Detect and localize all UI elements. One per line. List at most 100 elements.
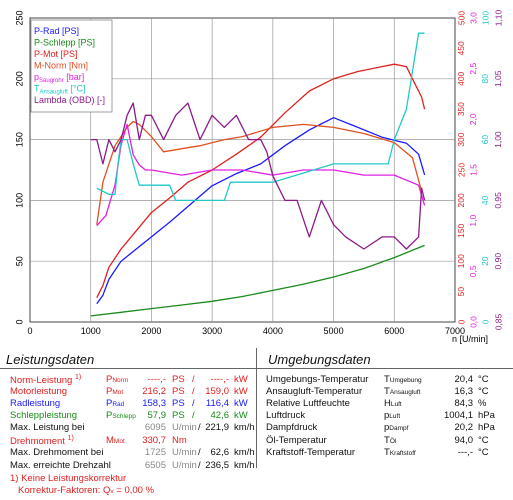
x-tick-label: 0 xyxy=(27,326,32,336)
motorleistung-value-ps: 216,2 xyxy=(142,386,166,397)
plot-frame xyxy=(29,17,456,323)
umgebung-symbol: pDampf xyxy=(384,422,409,433)
x-tick-label: 2000 xyxy=(141,326,161,336)
umgebung-value: ---,- xyxy=(457,447,473,458)
max-drehzahl-slash: / xyxy=(198,460,201,471)
legend-entry: P-Mot [PS] xyxy=(34,49,78,59)
drehmoment-unit: Nm xyxy=(172,435,187,446)
legend-entry: P-Schlepp [PS] xyxy=(34,38,95,48)
umgebung-label: Dampfdruck xyxy=(266,422,318,433)
schleppleistung-label: Schleppleistung xyxy=(10,410,78,421)
max-leistung-speed-unit: km/h xyxy=(234,422,255,433)
umgebung-unit: % xyxy=(478,398,487,409)
norm_leistung-symbol: PNorm xyxy=(106,374,129,385)
footnote-no-correction: 1) Keine Leistungskorrektur xyxy=(10,473,127,484)
right-tick-label: 100 xyxy=(456,254,466,268)
umgebung-symbol: TAnsaugluft xyxy=(384,386,421,397)
umgebung-symbol: HLuft xyxy=(384,398,402,409)
motorleistung-slash: / xyxy=(192,386,195,397)
radleistung-label: Radleistung xyxy=(10,398,61,409)
right-tick-label: 1,0 xyxy=(468,214,478,226)
umgebung-unit: hPa xyxy=(478,410,495,421)
umgebung-unit: °C xyxy=(478,386,489,397)
right-tick-label: 0,95 xyxy=(493,192,503,209)
schleppleistung-value-kw: 42,6 xyxy=(210,410,230,421)
umgebung-value: 20,2 xyxy=(454,422,474,433)
right-tick-label: 1,10 xyxy=(493,9,503,26)
left-tick-label: 250 xyxy=(14,10,24,25)
right-tick-label: 20 xyxy=(480,256,490,266)
legend-box xyxy=(30,19,113,113)
umgebung-symbol: TÖl xyxy=(384,435,397,446)
drehmoment-label: Drehmoment 1) xyxy=(10,435,74,448)
right-tick-label: 3,0 xyxy=(468,12,478,24)
right-axes-ticks: 0501001502002503003504004505000,00,51,01… xyxy=(456,9,503,330)
left-axis-ticks: 0 50 100 150 200 250 xyxy=(14,10,24,324)
umgebungsdaten-title: Umgebungsdaten xyxy=(268,352,371,367)
norm_leistung-unit-ps: PS xyxy=(172,374,185,385)
umgebung-symbol: TUmgebung xyxy=(384,374,422,385)
series-line xyxy=(90,102,426,250)
left-tick-label: 150 xyxy=(14,132,24,147)
max-leistung-rpm-unit: U/min xyxy=(172,422,197,433)
right-tick-label: 1,05 xyxy=(493,70,503,87)
umgebung-value: 1004,1 xyxy=(443,410,473,421)
right-tick-label: 150 xyxy=(456,223,466,237)
norm_leistung-value-kw: ----,- xyxy=(210,374,229,385)
max-drehzahl-rpm: 6505 xyxy=(144,460,166,471)
series-line xyxy=(90,244,425,317)
max-drehzahl-label: Max. erreichte Drehzahl xyxy=(10,460,111,471)
norm_leistung-slash: / xyxy=(192,374,195,385)
right-tick-label: 1,00 xyxy=(493,131,503,148)
umgebung-symbol: TKraftstoff xyxy=(384,447,416,458)
right-tick-label: 40 xyxy=(480,195,490,205)
series-line xyxy=(96,117,426,305)
drehmoment-value: 330,7 xyxy=(142,435,166,446)
right-tick-label: 0 xyxy=(480,319,490,324)
umgebung-unit: °C xyxy=(478,435,489,446)
norm_leistung-unit-kw: kW xyxy=(234,374,248,385)
schleppleistung-unit-kw: kW xyxy=(234,410,248,421)
max-drehmoment-speed: 62,6 xyxy=(210,447,230,458)
right-tick-label: 80 xyxy=(480,74,490,84)
motorleistung-unit-ps: PS xyxy=(172,386,185,397)
max-drehmoment-label: Max. Drehmoment bei xyxy=(10,447,104,458)
right-tick-label: 350 xyxy=(456,102,466,116)
max-drehzahl-speed: 236,5 xyxy=(205,460,229,471)
right-tick-label: 1,5 xyxy=(468,164,478,176)
left-tick-label: 100 xyxy=(14,193,24,208)
max-leistung-slash: / xyxy=(198,422,201,433)
max-leistung-label: Max. Leistung bei xyxy=(10,422,85,433)
umgebung-label: Ansaugluft-Temperatur xyxy=(266,386,363,397)
right-tick-label: 0,0 xyxy=(468,316,478,328)
max-drehzahl-rpm-unit: U/min xyxy=(172,460,197,471)
left-tick-label: 200 xyxy=(14,71,24,86)
legend-entry: M-Norm [Nm] xyxy=(34,61,88,71)
radleistung-value-ps: 158,3 xyxy=(142,398,166,409)
x-tick-label: 3000 xyxy=(202,326,222,336)
max-drehmoment-slash: / xyxy=(198,447,201,458)
right-tick-label: 200 xyxy=(456,193,466,207)
motorleistung-value-kw: 159,0 xyxy=(205,386,229,397)
x-tick-label: 7000 xyxy=(445,326,465,336)
umgebung-label: Kraftstoff-Temperatur xyxy=(266,447,356,458)
motorleistung-symbol: PMot xyxy=(106,386,124,397)
right-tick-label: 500 xyxy=(456,11,466,25)
right-tick-label: 450 xyxy=(456,41,466,55)
motorleistung-label: Motorleistung xyxy=(10,386,68,397)
right-tick-label: 0,90 xyxy=(493,253,503,270)
norm_leistung-value-ps: ----,- xyxy=(147,374,166,385)
left-tick-label: 50 xyxy=(14,256,24,266)
right-tick-label: 300 xyxy=(456,132,466,146)
max-leistung-rpm: 6095 xyxy=(144,422,166,433)
umgebung-label: Öl-Temperatur xyxy=(266,435,327,446)
max-drehmoment-rpm-unit: U/min xyxy=(172,447,197,458)
motorleistung-unit-kw: kW xyxy=(234,386,248,397)
series-line xyxy=(96,63,426,298)
max-drehmoment-rpm: 1725 xyxy=(144,447,166,458)
radleistung-unit-kw: kW xyxy=(234,398,248,409)
umgebung-value: 94,0 xyxy=(454,435,474,446)
umgebung-unit: °C xyxy=(478,374,489,385)
right-tick-label: 2,5 xyxy=(468,62,478,74)
